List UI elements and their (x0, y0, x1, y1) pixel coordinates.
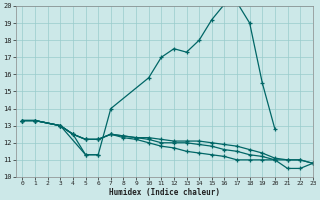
X-axis label: Humidex (Indice chaleur): Humidex (Indice chaleur) (109, 188, 220, 197)
